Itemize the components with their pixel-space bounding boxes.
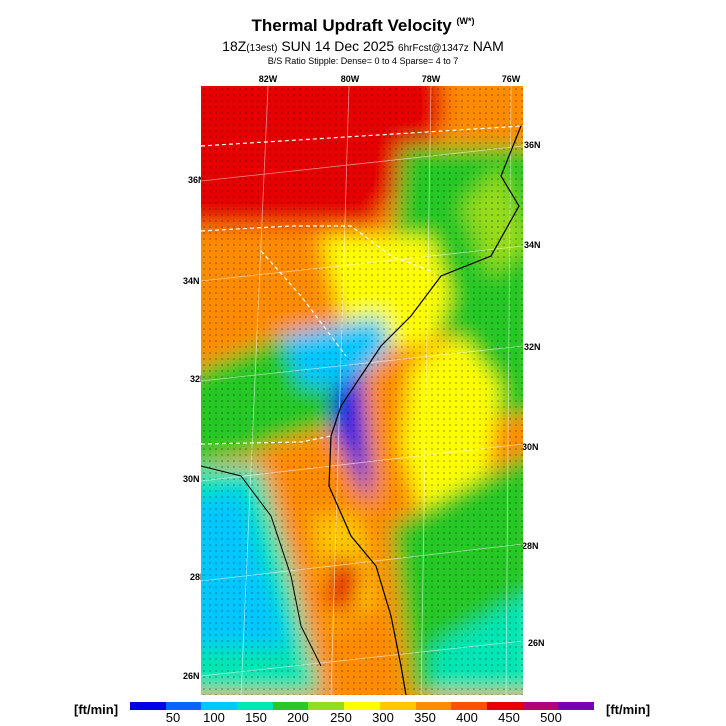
colorbar-tick: 400 (456, 710, 478, 725)
colorbar-swatch (522, 702, 559, 710)
colorbar-swatch (379, 702, 416, 710)
lat-label-left-34n: 34N (183, 276, 200, 286)
colorbar-tick: 250 (330, 710, 352, 725)
gulf-coastline (201, 465, 322, 667)
lat-label-left-30n: 30N (183, 474, 200, 484)
state-borders (201, 125, 523, 445)
lat-label-right-28n: 28N (522, 541, 539, 551)
colorbar-tick: 150 (245, 710, 267, 725)
colorbar-swatch (165, 702, 202, 710)
lat-label-right-36n: 36N (524, 140, 541, 150)
lon-label-80w: 80W (340, 74, 360, 84)
lat-label-right-30n: 30N (522, 442, 539, 452)
map-canvas (201, 86, 523, 695)
lat-label-right-34n: 34N (524, 240, 541, 250)
colorbar-swatch (201, 702, 238, 710)
colorbar-tick: 350 (414, 710, 436, 725)
thermal-velocity-map (201, 86, 523, 695)
graticule (201, 86, 523, 695)
stipple-note: B/S Ratio Stipple: Dense= 0 to 4 Sparse=… (267, 56, 459, 66)
colorbar-tick: 100 (203, 710, 225, 725)
colorbar-unit-right: [ft/min] (606, 702, 651, 717)
lat-label-left-32n: 32N (190, 374, 207, 384)
lat-label-right-32n: 32N (524, 342, 541, 352)
colorbar-tick: 500 (540, 710, 562, 725)
lon-label-82w: 82W (258, 74, 278, 84)
colorbar (130, 702, 594, 710)
lat-label-left-36n: 36N (188, 175, 205, 185)
coastline (328, 125, 522, 695)
colorbar-swatch (272, 702, 309, 710)
colorbar-tick: 50 (165, 710, 181, 725)
lat-label-right-26n: 26N (528, 638, 545, 648)
lat-label-left-28n: 28N (190, 572, 207, 582)
colorbar-tick: 450 (498, 710, 520, 725)
colorbar-unit-left: [ft/min] (74, 702, 119, 717)
stipple-overlay (201, 86, 523, 695)
colorbar-swatch (486, 702, 523, 710)
colorbar-swatch (558, 702, 594, 710)
colorbar-swatch (308, 702, 345, 710)
colorbar-swatch (130, 702, 166, 710)
colorbar-swatch (344, 702, 380, 710)
lon-label-76w: 76W (501, 74, 521, 84)
colorbar-swatch (237, 702, 273, 710)
lon-label-78w: 78W (421, 74, 441, 84)
chart-subtitle: 18Z(13est) SUN 14 Dec 2025 6hrFcst@1347z… (222, 38, 504, 54)
colorbar-tick: 200 (287, 710, 309, 725)
colorbar-swatch (451, 702, 487, 710)
lat-label-left-26n: 26N (183, 671, 200, 681)
colorbar-swatch (415, 702, 452, 710)
chart-title: Thermal Updraft Velocity (W*) (251, 16, 475, 35)
colorbar-tick: 300 (372, 710, 394, 725)
